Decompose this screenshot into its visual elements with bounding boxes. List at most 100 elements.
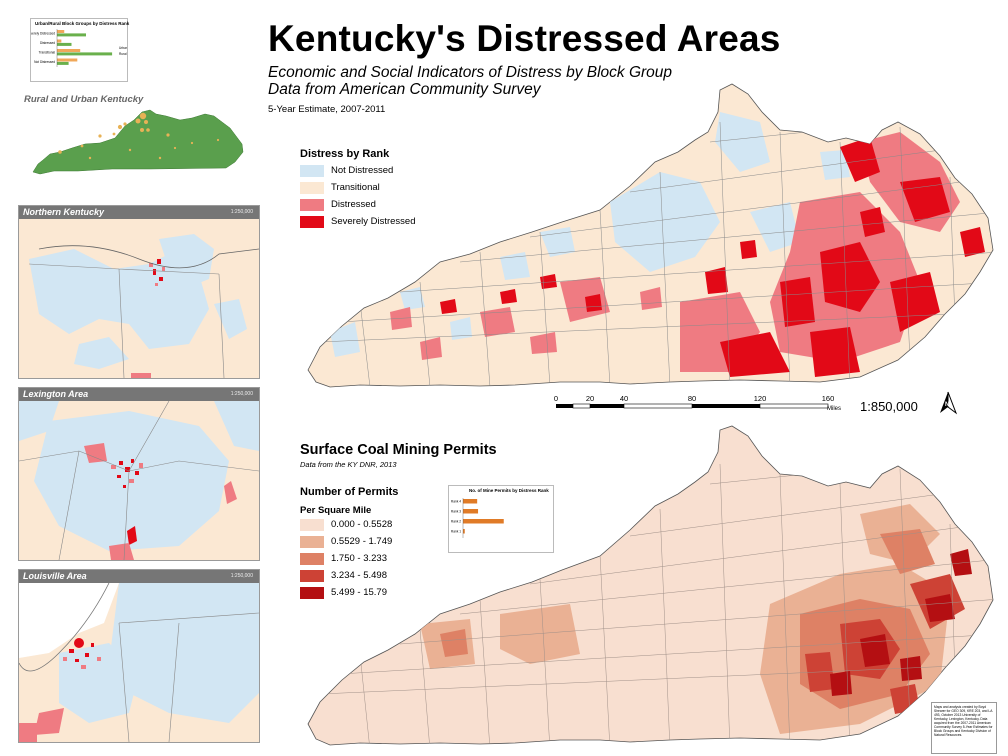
mine-permits-chart: No. of Mine Permits by Distress Rank Ran… — [448, 485, 554, 553]
legend-swatch — [300, 198, 324, 211]
chart-category-label: Not Distressed — [34, 60, 55, 64]
chart-bar — [57, 52, 113, 56]
chart-category-label: Rank 1 — [451, 530, 461, 534]
chart-category-label: Rank 2 — [451, 520, 461, 524]
chart-bar — [463, 509, 479, 514]
inset-scale: 1:250,000 — [230, 573, 253, 579]
legend-label: Severely Distressed — [331, 216, 416, 227]
chart-bar — [57, 58, 78, 62]
mining-class-5 — [830, 549, 972, 696]
mining-legend-subtitle: Per Square Mile — [300, 505, 372, 516]
north-arrow-icon: N — [940, 391, 958, 415]
rural-urban-chart: Urban/Rural Block Groups by Distress Ran… — [27, 18, 130, 82]
rural-urban-chart-title: Urban/Rural Block Groups by Distress Ran… — [35, 21, 130, 26]
chart-legend-label: Urban — [119, 46, 127, 50]
legend-item-severely-distressed: Severely Distressed — [300, 215, 415, 228]
page-title: Kentucky's Distressed Areas — [268, 18, 781, 59]
inset-scale: 1:250,000 — [230, 209, 253, 215]
inset-louisville-header: Louisville Area 1:250,000 — [19, 570, 259, 583]
mine-permits-chart-svg: Rank 4 Rank 3 Rank 2 Rank 1 — [451, 498, 504, 538]
chart-category-label: Distressed — [40, 41, 55, 45]
legend-swatch — [300, 535, 324, 548]
legend-item-not-distressed: Not Distressed — [300, 164, 393, 177]
inset-title: Lexington Area — [23, 389, 89, 399]
legend-label: 0.5529 - 1.749 — [331, 536, 393, 547]
rural-urban-chart-svg: Severely Distressed Distressed Transitiona… — [27, 29, 128, 67]
subtitle-line-1: Economic and Social Indicators of Distre… — [268, 64, 673, 81]
mining-legend-item: 0.000 - 0.5528 — [300, 518, 392, 531]
distress-legend-title: Distress by Rank — [300, 148, 390, 160]
scale-tick: 160 — [822, 394, 835, 403]
scale-tick: 40 — [620, 394, 628, 403]
rural-urban-label: Rural and Urban Kentucky — [24, 94, 144, 105]
scale-tick: 0 — [554, 394, 558, 403]
inset-northern-kentucky: Northern Kentucky 1:250,000 — [18, 205, 260, 379]
distress-legend: Distress by Rank — [300, 148, 389, 160]
legend-swatch — [300, 215, 324, 228]
chart-bar — [463, 529, 465, 534]
chart-category-label: Transitional — [39, 51, 56, 55]
distress-map — [307, 83, 994, 388]
mine-permits-chart-title: No. of Mine Permits by Distress Rank — [469, 488, 549, 493]
legend-swatch — [300, 164, 324, 177]
not-distressed-areas — [330, 112, 850, 357]
inset-title: Northern Kentucky — [23, 207, 105, 217]
mining-legend-title: Number of Permits — [300, 486, 399, 498]
legend-label: Not Distressed — [331, 165, 394, 176]
mining-county-boundaries — [319, 453, 993, 745]
county-boundaries — [319, 111, 993, 387]
chart-category-label: Rank 4 — [451, 500, 461, 504]
legend-label: 3.234 - 5.498 — [331, 570, 387, 581]
legend-swatch — [300, 569, 324, 582]
chart-bar — [57, 33, 86, 37]
legend-swatch — [300, 518, 324, 531]
scale-units: Miles — [827, 406, 842, 412]
chart-bar — [57, 39, 62, 43]
scale-tick: 120 — [754, 394, 767, 403]
mining-map — [307, 425, 994, 746]
inset-northern-kentucky-header: Northern Kentucky 1:250,000 — [19, 206, 259, 219]
mining-title: Surface Coal Mining Permits — [300, 442, 497, 458]
legend-label: 5.499 - 15.79 — [331, 587, 387, 598]
legend-item-transitional: Transitional — [300, 181, 380, 194]
mining-subtitle: Data from the KY DNR, 2013 — [300, 460, 397, 469]
inset-lexington: Lexington Area 1:250,000 — [18, 387, 260, 561]
scale-ratio: 1:850,000 — [860, 399, 918, 414]
chart-bar — [57, 30, 65, 33]
mining-legend-item: 0.5529 - 1.749 — [300, 535, 392, 548]
legend-label: Transitional — [331, 182, 380, 193]
severely-distressed-areas — [440, 137, 985, 377]
chart-bar — [57, 61, 69, 65]
mining-legend-item: 1.750 - 3.233 — [300, 552, 387, 565]
chart-category-label: Severely Distressed — [31, 32, 55, 36]
chart-bar — [463, 499, 478, 504]
map-credits: Maps and analysis created by Boyd Sheare… — [931, 702, 997, 754]
scale-bar-segments — [556, 403, 829, 409]
chart-legend-label: Rural — [119, 52, 127, 56]
chart-category-label: Rank 3 — [451, 510, 461, 514]
chart-bar — [57, 42, 72, 46]
inset-title: Louisville Area — [23, 571, 87, 581]
mining-legend-item: 3.234 - 5.498 — [300, 569, 387, 582]
svg-text:N: N — [945, 402, 949, 408]
urban-areas — [58, 112, 220, 160]
legend-swatch — [300, 552, 324, 565]
inset-lexington-map — [19, 401, 259, 560]
inset-lexington-header: Lexington Area 1:250,000 — [19, 388, 259, 401]
scale-tick: 20 — [586, 394, 594, 403]
inset-louisville-map — [19, 583, 259, 742]
legend-label: 0.000 - 0.5528 — [331, 519, 393, 530]
scale-tick: 80 — [688, 394, 696, 403]
scale-bar: 0 20 40 80 120 160 — [554, 394, 835, 409]
mining-legend-item: 5.499 - 15.79 — [300, 586, 387, 599]
estimate-note: 5-Year Estimate, 2007-2011 — [268, 104, 386, 115]
legend-item-distressed: Distressed — [300, 198, 376, 211]
legend-swatch — [300, 181, 324, 194]
legend-label: Distressed — [331, 199, 376, 210]
legend-swatch — [300, 586, 324, 599]
subtitle-line-2: Data from American Community Survey — [268, 81, 541, 98]
page-subtitle: Economic and Social Indicators of Distre… — [268, 64, 672, 98]
inset-louisville: Louisville Area 1:250,000 — [18, 569, 260, 743]
legend-label: 1.750 - 3.233 — [331, 553, 387, 564]
inset-northern-kentucky-map — [19, 219, 259, 378]
